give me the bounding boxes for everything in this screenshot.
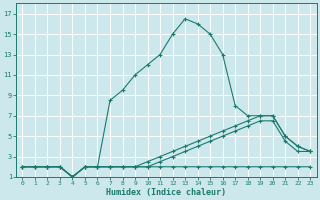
X-axis label: Humidex (Indice chaleur): Humidex (Indice chaleur) [106, 188, 226, 197]
